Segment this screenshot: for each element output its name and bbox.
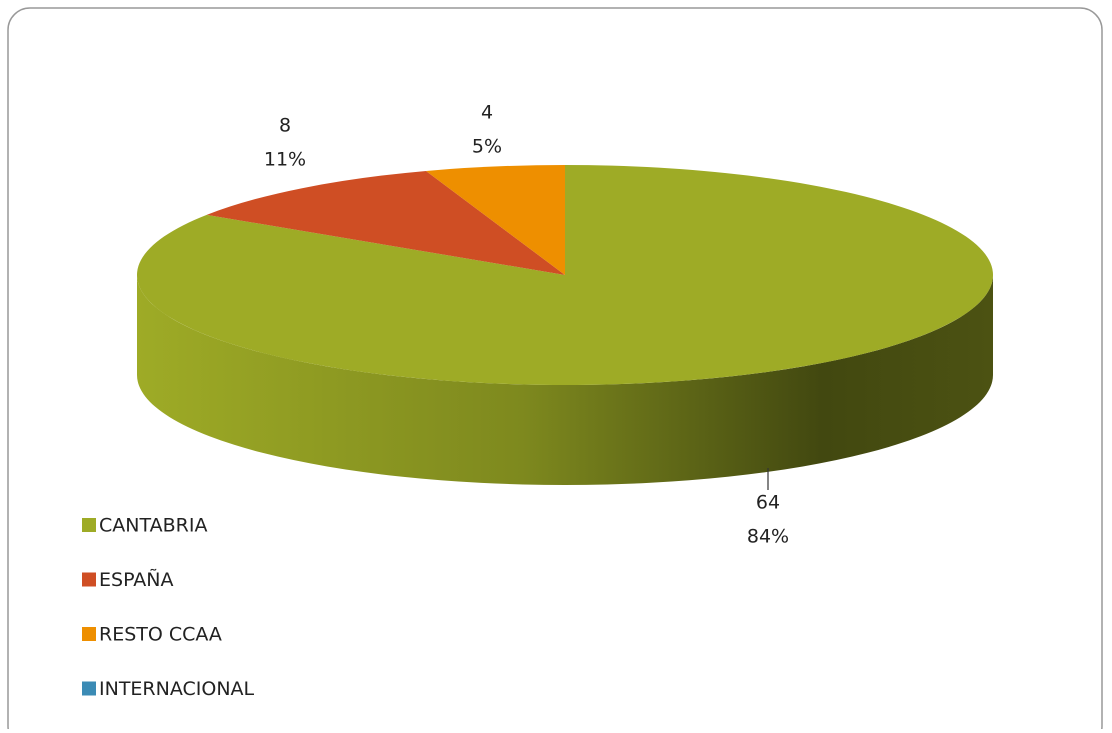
legend-swatch	[82, 627, 96, 641]
data-label: 64	[756, 492, 780, 514]
slice	[206, 170, 565, 275]
data-label: 4	[481, 102, 493, 124]
data-label: 5%	[472, 136, 502, 158]
legend-label: ESPAÑA	[99, 568, 174, 591]
data-label: 8	[279, 115, 291, 137]
slice-side	[137, 275, 993, 485]
legend-label: CANTABRIA	[99, 515, 207, 537]
legend-swatch	[82, 681, 96, 696]
legend-swatch	[82, 518, 96, 532]
slice	[426, 165, 565, 275]
legend-label: RESTO CCAA	[99, 624, 222, 646]
data-label: 11%	[264, 149, 306, 171]
legend-label: INTERNACIONAL	[99, 678, 255, 700]
legend-swatch	[82, 572, 96, 587]
data-label: 84%	[747, 526, 789, 548]
